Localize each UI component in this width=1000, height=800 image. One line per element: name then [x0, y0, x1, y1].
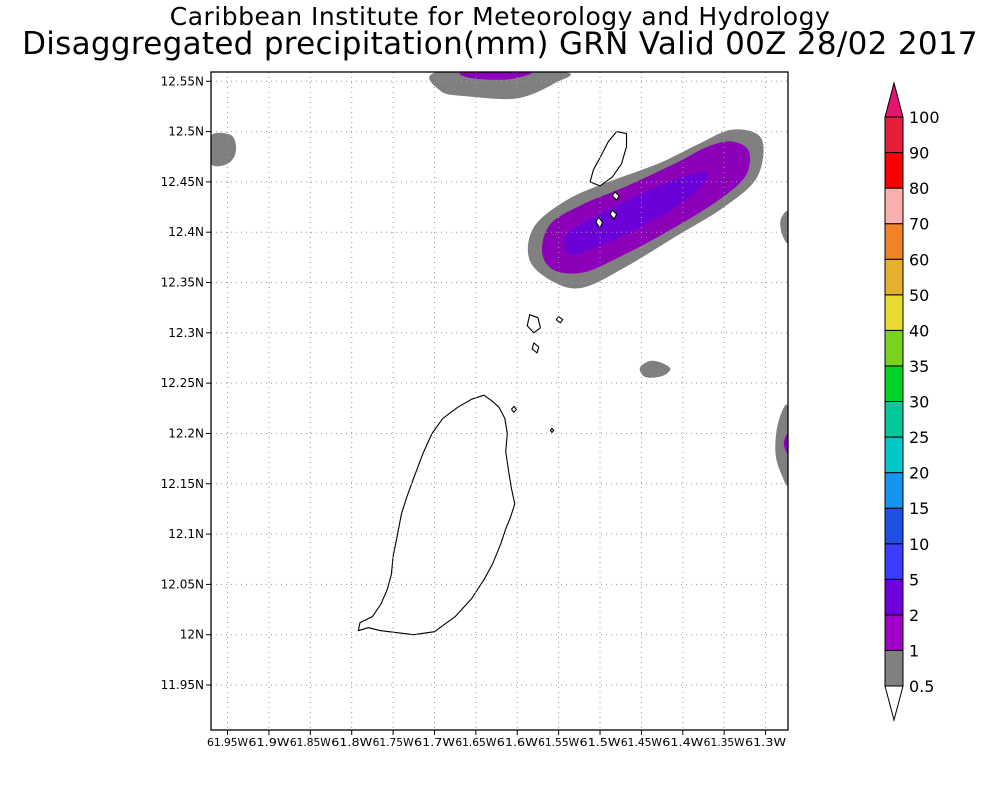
colorbar-level-label: 100: [909, 108, 940, 127]
map-content: [211, 72, 788, 636]
colorbar-segment: [884, 401, 904, 438]
colorbar-segment: [884, 472, 904, 509]
island-carriacou-islet-c: [611, 191, 620, 201]
lon-tick-label: 61.55W: [538, 736, 579, 749]
product-title: Disaggregated precipitation(mm) GRN Vali…: [22, 26, 978, 62]
lon-tick-label: 61.85W: [290, 736, 331, 749]
lon-tick-label: 61.7W: [414, 736, 455, 749]
colorbar-level-label: 20: [909, 464, 929, 483]
lat-tick-label: 12.55N: [161, 74, 204, 88]
colorbar-level-label: 60: [909, 250, 929, 269]
colorbar-level-label: 35: [909, 357, 929, 376]
colorbar-segment: [884, 507, 904, 545]
lat-tick-label: 12.1N: [168, 527, 204, 541]
lon-tick-label: 61.4W: [662, 736, 703, 749]
colorbar-under-arrow: [884, 685, 904, 722]
colorbar-level-label: 1: [909, 641, 919, 660]
colorbar-segment: [884, 365, 904, 402]
lon-tick-label: 61.45W: [621, 736, 662, 749]
island-diamond-rock: [555, 316, 564, 324]
lon-tick-label: 61.9W: [248, 736, 289, 749]
lat-tick-label: 12.05N: [161, 577, 204, 591]
colorbar-level-label: 40: [909, 321, 929, 340]
precip-area-top-edge-patch: [459, 72, 532, 80]
precip-area-east-edge-patch-south: [775, 404, 788, 486]
precip-area-small-patch: [639, 360, 671, 378]
colorbar-level-label: 50: [909, 286, 929, 305]
colorbar-level-label: 90: [909, 144, 929, 163]
colorbar-segment: [884, 223, 904, 260]
colorbar-level-label: 25: [909, 428, 929, 447]
precip-area-east-edge-patch-north: [780, 211, 788, 244]
lat-tick-label: 12.45N: [161, 175, 204, 189]
lat-tick-label: 12N: [180, 628, 204, 642]
lon-tick-label: 61.35W: [704, 736, 745, 749]
island-carriacou-islet-b: [609, 209, 618, 220]
lat-tick-label: 12.15N: [161, 477, 204, 491]
lon-tick-label: 61.8W: [331, 736, 372, 749]
lat-tick-label: 11.95N: [161, 678, 204, 692]
colorbar-segment: [884, 543, 904, 580]
institute-title: Caribbean Institute for Meteorology and …: [169, 2, 831, 31]
lat-tick-label: 12.3N: [168, 326, 204, 340]
colorbar-level-label: 15: [909, 499, 929, 518]
precip-area-east-edge-patch-south: [783, 433, 788, 454]
lat-tick-label: 12.5N: [168, 125, 204, 139]
lon-tick-label: 61.6W: [497, 736, 538, 749]
island-islet-east-1: [510, 405, 517, 413]
colorbar-segment: [884, 578, 904, 616]
colorbar-segment: [884, 187, 904, 225]
map-grid: [211, 72, 788, 730]
colorbar-level-label: 0.5: [909, 677, 934, 696]
map-frame: [210, 71, 789, 731]
lon-tick-label: 61.65W: [455, 736, 496, 749]
lon-tick-label: 61.3W: [745, 736, 786, 749]
island-islet-east-2: [549, 427, 555, 433]
colorbar-level-label: 10: [909, 535, 929, 554]
lat-tick-label: 12.2N: [168, 426, 204, 440]
colorbar-level-label: 80: [909, 179, 929, 198]
colorbar-level-label: 30: [909, 393, 929, 412]
island-ronde-island: [526, 314, 541, 334]
lat-tick-label: 12.4N: [168, 225, 204, 239]
island-grenada: [357, 394, 516, 636]
colorbar-segment: [884, 436, 904, 474]
colorbar-level-label: 70: [909, 215, 929, 234]
lat-tick-label: 12.35N: [161, 276, 204, 290]
colorbar-segment: [884, 116, 904, 154]
colorbar-segment: [884, 329, 904, 367]
island-carriacou: [589, 131, 628, 187]
lon-tick-label: 61.5W: [580, 736, 621, 749]
lon-tick-label: 61.95W: [207, 736, 248, 749]
lon-tick-label: 61.75W: [373, 736, 414, 749]
precip-area-northeast-band: [564, 172, 708, 255]
colorbar-segment: [884, 649, 904, 687]
lat-tick-label: 12.25N: [161, 376, 204, 390]
colorbar-over-arrow: [884, 81, 904, 118]
precip-area-top-edge-patch: [429, 72, 571, 100]
colorbar-level-label: 5: [909, 570, 919, 589]
island-carriacou-islet-a: [595, 216, 604, 229]
island-caille-island: [531, 342, 540, 354]
colorbar-segment: [884, 294, 904, 331]
colorbar-segment: [884, 614, 904, 651]
colorbar-segment: [884, 258, 904, 296]
colorbar-segment: [884, 152, 904, 189]
colorbar-level-label: 2: [909, 606, 919, 625]
precip-area-west-edge-patch: [211, 132, 237, 167]
